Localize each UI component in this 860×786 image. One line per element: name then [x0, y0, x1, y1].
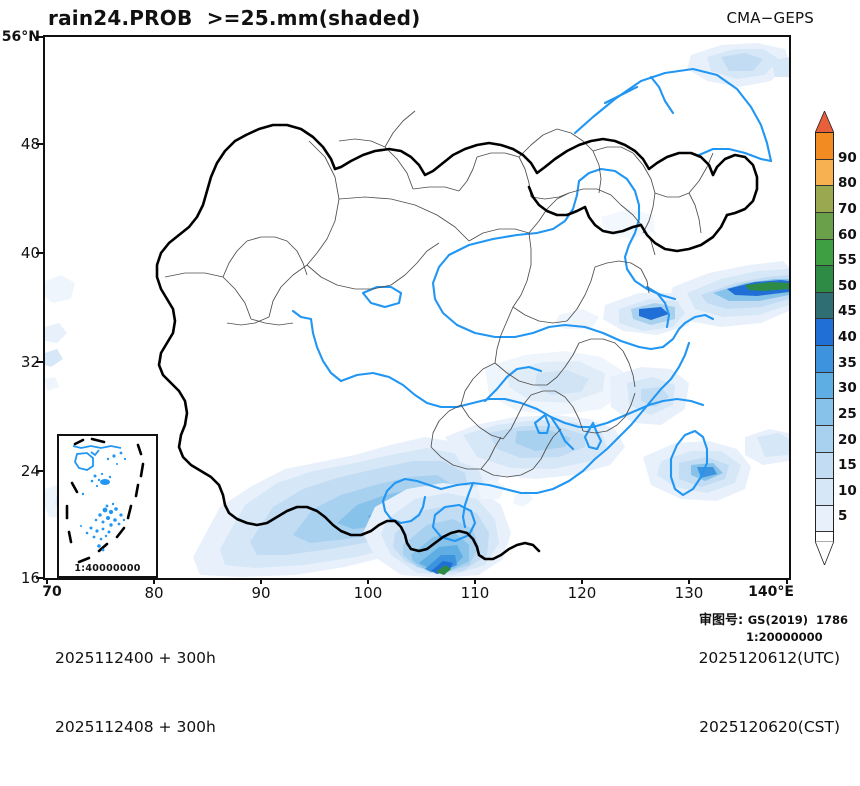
x-tick-70: 70 — [42, 584, 62, 600]
y-tickmark-56 — [36, 36, 44, 38]
y-tick-40: 40 — [20, 244, 40, 262]
colorbar-segment — [816, 239, 833, 267]
inset-map-layer — [65, 437, 145, 564]
y-tick-32: 32 — [20, 353, 40, 371]
shaded-region-taiwan-offshore — [643, 429, 789, 501]
approval-line-1: 审图号: GS(2019) 1786 — [699, 613, 848, 629]
rivers-and-coastline — [291, 67, 773, 543]
valid-time-cst: 2025120620(CST) — [699, 718, 840, 737]
shaded-region-jiangnan-light — [485, 351, 625, 415]
colorbar-tick-label: 55 — [838, 252, 857, 269]
model-label: CMA−GEPS — [726, 9, 814, 27]
colorbar-segment — [816, 399, 833, 426]
x-tickmark-120 — [581, 576, 583, 584]
colorbar[interactable]: 90 80 70 60 55 50 45 40 35 30 25 20 15 10 5 — [812, 108, 860, 568]
colorbar-under-arrow-icon — [815, 541, 834, 565]
init-time-utc: 2025112400 + 300h — [55, 648, 216, 667]
y-tick-48: 48 — [20, 135, 40, 153]
colorbar-tick-label: 20 — [838, 431, 857, 448]
map-approval-block: 审图号: GS(2019) 1786 1:20000000 — [699, 613, 848, 644]
y-axis: 56°N 48 40 32 24 16 — [0, 29, 44, 587]
y-tickmark-48 — [36, 143, 44, 145]
approval-scale: 1:20000000 — [746, 629, 823, 644]
colorbar-tick-label: 25 — [838, 405, 857, 422]
colorbar-segment — [816, 133, 833, 160]
colorbar-over-arrow-icon — [815, 111, 834, 133]
y-tick-56: 56°N — [1, 29, 40, 45]
colorbar-tick-label: 5 — [838, 508, 848, 525]
x-tickmark-80 — [153, 576, 155, 584]
approval-number: GS(2019) 1786 — [747, 613, 848, 628]
page-title: rain24.PROB >=25.mm(shaded) — [48, 6, 421, 30]
colorbar-tick-label: 90 — [838, 149, 857, 166]
colorbar-tick-label: 70 — [838, 200, 857, 217]
national-border — [155, 123, 759, 561]
y-tick-16: 16 — [20, 569, 40, 587]
shaded-region-northeast-light — [687, 43, 789, 87]
map-plot-area[interactable] — [43, 35, 791, 580]
inset-coastline — [72, 445, 122, 471]
colorbar-tick-label: 50 — [838, 277, 857, 294]
colorbar-segment — [816, 346, 833, 373]
colorbar-tick-label: 35 — [838, 354, 857, 371]
map-canvas — [45, 37, 789, 578]
init-time-cst: 2025112408 + 300h — [55, 718, 216, 737]
valid-time-utc: 2025120612(UTC) — [698, 648, 840, 667]
shaded-region-offshore-east-cell — [555, 261, 789, 335]
colorbar-segment — [816, 372, 833, 400]
x-tickmark-90 — [260, 576, 262, 584]
colorbar-tick-label: 40 — [838, 329, 857, 345]
colorbar-gradient — [815, 132, 834, 558]
nine-dash-line — [65, 437, 145, 564]
map-vector-layer — [45, 43, 789, 578]
colorbar-tick-label: 60 — [838, 226, 857, 243]
colorbar-segment — [816, 159, 833, 187]
colorbar-segment — [816, 425, 833, 453]
colorbar-tick-label: 80 — [838, 175, 857, 192]
footer-left: 2025112400 + 300h 2025112408 + 300h — [55, 600, 216, 786]
colorbar-segment — [816, 266, 833, 293]
approval-label: 审图号: — [699, 613, 744, 629]
shaded-region-south-china-interior — [445, 415, 625, 479]
y-tickmark-16 — [36, 577, 44, 579]
x-tickmark-100 — [367, 576, 369, 584]
x-tick-140: 140°E — [748, 584, 794, 600]
y-tickmark-32 — [36, 361, 44, 363]
y-tickmark-40 — [36, 252, 44, 254]
colorbar-segment — [816, 186, 833, 213]
x-tickmark-110 — [474, 576, 476, 584]
x-tick-90: 90 — [251, 584, 271, 602]
south-china-sea-inset[interactable]: 1:40000000 — [57, 434, 158, 578]
colorbar-tick-label: 15 — [838, 457, 857, 474]
y-tick-24: 24 — [20, 462, 40, 480]
colorbar-tick-label: 30 — [838, 380, 857, 397]
y-tickmark-24 — [36, 470, 44, 472]
colorbar-segment — [816, 319, 833, 346]
x-tick-80: 80 — [144, 584, 164, 602]
colorbar-tick-label: 10 — [838, 482, 857, 499]
x-tickmark-130 — [688, 576, 690, 584]
inset-scale-label: 1:40000000 — [74, 563, 141, 574]
x-tickmark-70 — [46, 576, 48, 584]
geography-group — [155, 67, 773, 561]
x-tick-120: 120 — [567, 584, 597, 602]
x-tickmark-140 — [786, 576, 788, 584]
colorbar-segment — [816, 292, 833, 320]
x-tick-100: 100 — [353, 584, 383, 602]
colorbar-segment — [816, 212, 833, 240]
map-figure-root: rain24.PROB >=25.mm(shaded) CMA−GEPS 56°… — [0, 6, 860, 737]
inset-islands — [80, 451, 127, 552]
x-tick-130: 130 — [674, 584, 704, 602]
x-axis: 70 80 90 100 110 120 130 140°E — [42, 576, 794, 606]
colorbar-segment — [816, 452, 833, 480]
x-tick-110: 110 — [460, 584, 490, 602]
colorbar-tick-label: 45 — [838, 303, 857, 320]
colorbar-segment — [816, 479, 833, 506]
colorbar-segment — [816, 505, 833, 533]
